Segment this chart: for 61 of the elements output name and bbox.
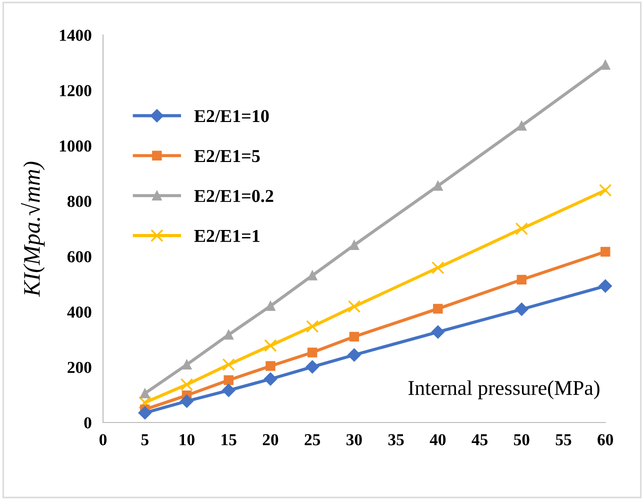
point [349,332,360,342]
point [306,360,319,374]
x-tick-label: 50 [514,434,530,446]
legend-label: E2/E1=0.2 [194,190,274,202]
y-tick-label: 600 [68,251,92,262]
x-tick-label: 5 [141,434,148,446]
point [222,358,236,372]
x-tick-label: 45 [472,434,488,446]
point [264,372,278,386]
x-tick-label: 35 [388,434,404,446]
point [182,360,192,370]
point [433,180,443,191]
x-tick-label: 15 [222,434,236,446]
legend-label: E2/E1=1 [194,230,260,242]
point [138,396,152,409]
point [598,184,612,197]
point [516,274,526,285]
point [138,406,152,420]
point [306,320,319,333]
point [140,388,150,398]
point [264,339,277,352]
y-tick-label: 1400 [60,30,92,41]
x-tick-label: 0 [100,434,107,446]
point [433,304,443,314]
y-tick-label: 200 [68,362,92,374]
x-tick-label: 60 [598,434,614,446]
x-tick-label: 25 [304,434,320,446]
point [180,394,194,408]
point [348,348,361,362]
point [180,378,194,391]
point [349,240,360,250]
point [600,60,610,70]
point [600,246,610,257]
y-tick-label: 1000 [60,140,92,152]
x-tick-label: 40 [430,434,446,446]
point [348,300,361,313]
point [266,301,276,311]
x-axis-title: Internal pressure(MPa) [408,380,600,400]
y-axis-title: KI(Mpa.√mm) [21,162,45,297]
x-tick-label: 55 [556,434,572,446]
x-tick-label: 10 [180,434,194,446]
x-tick-label: 20 [262,434,278,446]
point [432,261,444,274]
y-tick-label: 1200 [60,85,92,96]
point [224,330,234,340]
y-tick-label: 0 [84,417,92,428]
legend-label: E2/E1=5 [194,150,260,162]
point [515,302,528,316]
point [307,348,318,358]
point [598,279,612,293]
y-tick-label: 400 [67,306,92,318]
point [307,270,318,280]
point [515,222,528,236]
legend-label: E2/E1=10 [194,110,269,122]
point [431,325,445,339]
x-tick-label: 30 [346,434,362,446]
point [516,120,526,131]
y-tick-label: 800 [67,196,92,208]
point [222,384,236,397]
point [266,361,276,371]
point [224,375,234,386]
